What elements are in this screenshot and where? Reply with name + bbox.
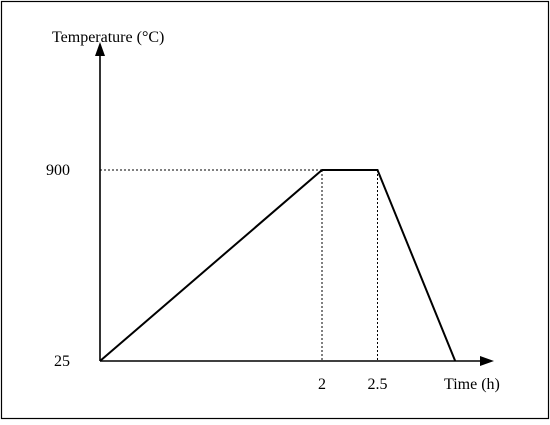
y-axis-arrowhead (95, 42, 105, 56)
x-tick-label-2-5: 2.5 (368, 376, 388, 393)
y-axis-label: Temperature (°C) (52, 29, 164, 46)
x-tick-label-2: 2 (318, 376, 326, 393)
y-tick-label-25: 25 (54, 353, 70, 370)
temperature-profile-line (99, 169, 457, 362)
x-axis-label: Time (h) (444, 376, 500, 393)
x-axis-arrowhead (480, 356, 494, 366)
y-tick-label-900: 900 (46, 162, 70, 179)
